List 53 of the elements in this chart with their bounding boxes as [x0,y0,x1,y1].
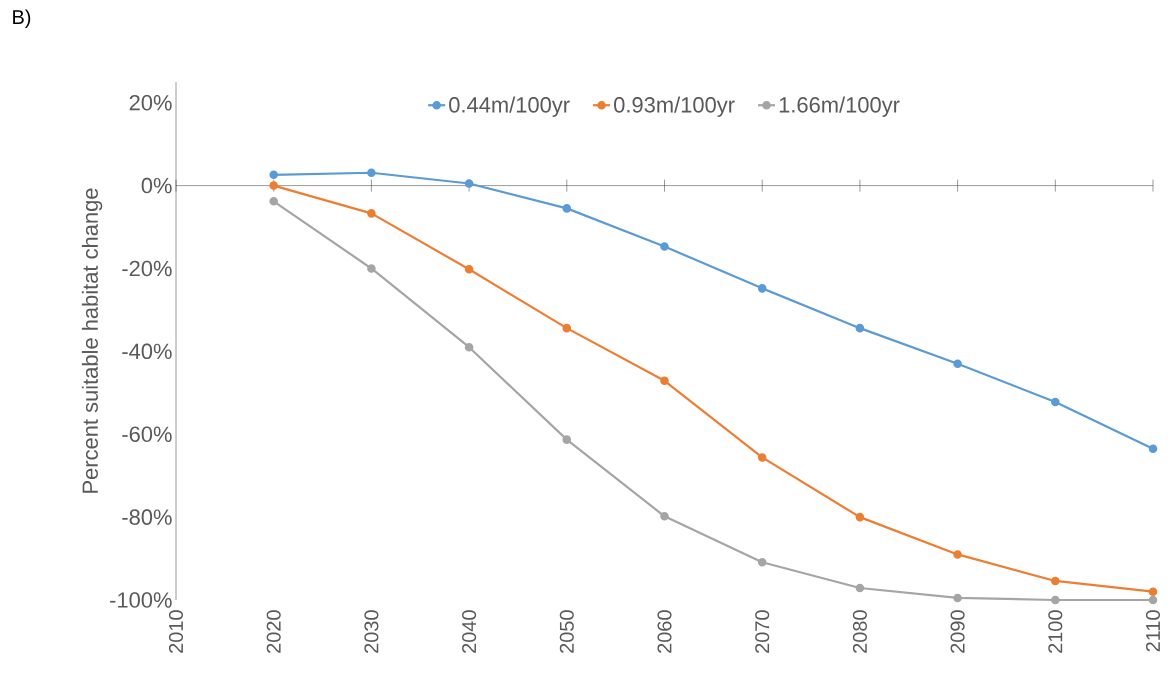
y-tick-label: -60% [122,426,172,442]
point [757,453,767,462]
x-tick-label: 2090 [950,610,965,653]
y-tick-label: 20% [129,94,172,111]
legend-label: 0.44m/100yr [449,96,570,117]
y-tick-label: -80% [122,509,172,525]
point [855,323,865,333]
point [464,265,474,274]
point [1148,444,1158,454]
point [953,593,962,603]
legend-label: 1.66m/100yr [779,96,900,117]
point [1051,595,1060,605]
point [1148,595,1158,605]
x-tick-label: 2060 [657,610,672,653]
point [464,179,474,188]
legend-label: 0.93m/100yr [614,96,735,117]
point [953,359,962,369]
x-tick-label: 2080 [852,610,867,653]
y-tick-label: -100% [110,592,172,608]
y-tick-label: 0% [141,177,172,194]
point [464,342,474,352]
point [367,209,376,218]
point [660,242,669,251]
point [562,204,572,213]
x-tick-label: 2110 [1145,610,1161,652]
x-tick-label: 2070 [755,610,770,653]
point [269,170,278,180]
point [367,264,376,273]
chart-title: B) [13,9,31,29]
point [953,550,962,559]
point [1148,587,1158,596]
point [757,284,767,293]
point [269,181,278,190]
point [1051,397,1060,407]
x-tick-label: 2010 [168,610,184,653]
x-tick-label: 2050 [559,610,574,653]
point [757,558,767,567]
point [562,323,572,333]
point [269,197,278,206]
x-tick-label: 2040 [462,610,477,653]
point [660,512,669,521]
x-tick-label: 2100 [1048,610,1063,653]
point [855,512,865,522]
y-tick-label: -20% [122,260,172,277]
x-tick-label: 2020 [266,610,281,653]
x-tick-label: 2030 [364,610,379,653]
y-axis-title: Percent suitable habitat change [81,188,103,493]
y-tick-label: -40% [122,343,172,360]
point [562,435,572,444]
point [660,376,669,386]
point [367,168,376,178]
point [1051,576,1060,586]
point [855,583,865,593]
